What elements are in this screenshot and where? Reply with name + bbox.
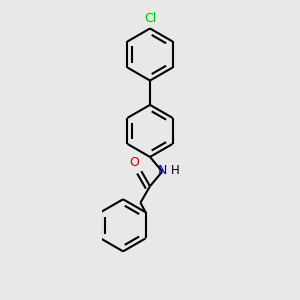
Text: Cl: Cl	[144, 12, 156, 26]
Text: H: H	[170, 164, 179, 177]
Text: N: N	[158, 164, 167, 177]
Text: O: O	[129, 156, 139, 170]
